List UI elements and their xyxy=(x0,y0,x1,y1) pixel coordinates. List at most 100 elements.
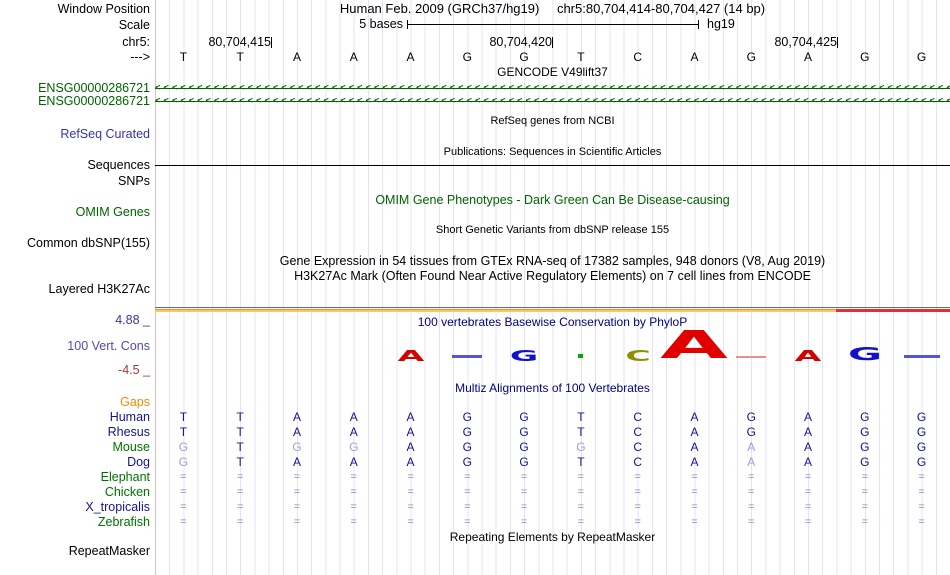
alignment-row: = = = = = = = = = = = = = = xyxy=(155,500,950,515)
coordinate-tick xyxy=(552,37,553,48)
alignment-base: C xyxy=(633,455,642,469)
coordinate-420: 80,704,420 xyxy=(489,35,552,49)
alignment-base: T xyxy=(577,425,585,439)
species-label-rhesus[interactable]: Rhesus xyxy=(107,425,150,439)
alignment-base: = xyxy=(407,516,414,528)
coordinate-tick xyxy=(271,37,272,48)
alignment-base: = xyxy=(520,486,528,498)
conservation-min-value: -4.5 _ xyxy=(118,363,150,377)
alignment-base: A xyxy=(747,455,756,469)
omim-genes-label[interactable]: OMIM Genes xyxy=(75,205,150,219)
alignment-base: = xyxy=(634,516,641,528)
alignment-base: G xyxy=(462,455,472,469)
alignment-base: A xyxy=(406,440,415,454)
omim-track-title: OMIM Gene Phenotypes - Dark Green Can Be… xyxy=(375,193,730,207)
alignment-base: T xyxy=(236,410,244,424)
alignment-base: C xyxy=(633,440,642,454)
alignment-base: A xyxy=(292,425,301,439)
transcript-label-2[interactable]: ENSG00000286721 xyxy=(38,94,150,108)
alignment-base: = xyxy=(350,471,357,483)
alignment-base: A xyxy=(406,455,415,469)
alignment-base: G xyxy=(860,455,870,469)
repeatmasker-label[interactable]: RepeatMasker xyxy=(68,544,150,558)
alignment-base: A xyxy=(747,440,756,454)
species-label-chicken[interactable]: Chicken xyxy=(104,485,150,499)
h3k27ac-signal-orange xyxy=(155,309,950,312)
base-letter: G xyxy=(746,50,756,64)
species-label-mouse[interactable]: Mouse xyxy=(112,440,150,454)
alignment-base: A xyxy=(690,440,699,454)
base-letter: A xyxy=(406,50,415,64)
alignment-base: = xyxy=(180,471,187,483)
alignment-base: = xyxy=(861,486,869,498)
species-label-zebrafish[interactable]: Zebrafish xyxy=(97,515,150,529)
alignment-base: = xyxy=(918,501,925,513)
alignment-base: = xyxy=(634,486,641,498)
logo-G: G xyxy=(847,344,882,365)
alignment-base: G xyxy=(292,440,302,454)
position-title: chr5:80,704,414-80,704,427 (14 bp) xyxy=(556,1,766,16)
logo-dash xyxy=(736,356,767,358)
species-label-dog[interactable]: Dog xyxy=(127,455,150,469)
alignment-base: = xyxy=(293,501,301,513)
vert-cons-label[interactable]: 100 Vert. Cons xyxy=(67,339,150,353)
alignment-base: T xyxy=(577,455,585,469)
alignment-base: G xyxy=(178,440,189,454)
alignment-base: G xyxy=(519,455,529,469)
base-letter: T xyxy=(236,50,244,64)
species-label-x_tropicalis[interactable]: X_tropicalis xyxy=(85,500,150,514)
alignment-base: G xyxy=(860,440,870,454)
alignment-base: = xyxy=(520,471,528,483)
alignment-base: G xyxy=(916,440,927,454)
layered-h3k27ac-label[interactable]: Layered H3K27Ac xyxy=(48,282,150,296)
coordinate-425: 80,704,425 xyxy=(774,35,837,49)
sequences-label[interactable]: Sequences xyxy=(87,158,150,172)
alignment-base: = xyxy=(691,516,698,528)
scale-ruler xyxy=(407,20,699,29)
base-letter: A xyxy=(690,50,699,64)
gaps-label[interactable]: Gaps xyxy=(120,395,150,409)
alignment-base: = xyxy=(293,471,301,483)
alignment-base: = xyxy=(804,471,812,483)
alignment-base: G xyxy=(178,455,189,469)
alignment-base: = xyxy=(180,516,187,528)
species-label-elephant[interactable]: Elephant xyxy=(100,470,150,484)
alignment-base: = xyxy=(804,486,812,498)
alignment-base: = xyxy=(236,486,244,498)
alignment-base: = xyxy=(407,471,414,483)
alignment-base: = xyxy=(520,516,528,528)
alignment-base: G xyxy=(916,410,927,424)
alignment-base: = xyxy=(691,471,698,483)
alignment-base: = xyxy=(350,501,357,513)
common-dbsnp-label[interactable]: Common dbSNP(155) xyxy=(27,236,150,250)
base-letter: G xyxy=(519,50,529,64)
transcript-label-1[interactable]: ENSG00000286721 xyxy=(38,81,150,95)
coordinate-tick xyxy=(837,37,838,48)
alignment-base: A xyxy=(349,410,358,424)
scale-value: 5 bases xyxy=(359,17,403,31)
base-letter: G xyxy=(860,50,870,64)
repeatmasker-track-title: Repeating Elements by RepeatMasker xyxy=(449,530,656,544)
snps-label[interactable]: SNPs xyxy=(118,174,150,188)
alignment-base: T xyxy=(179,410,188,424)
species-label-human[interactable]: Human xyxy=(109,410,150,424)
alignment-base: G xyxy=(860,410,870,424)
h3k27ac-baseline xyxy=(155,307,950,308)
alignment-row: = = = = = = = = = = = = = = xyxy=(155,485,950,500)
alignment-base: T xyxy=(236,425,244,439)
alignment-base: A xyxy=(349,455,358,469)
alignment-base: A xyxy=(349,425,358,439)
alignment-base: = xyxy=(861,516,869,528)
alignment-base: T xyxy=(577,410,585,424)
transcript-row[interactable]: <<<<<<<<<<<<<<<<<<<<<<<<<<<<<<<<<<<<<<<<… xyxy=(155,97,950,106)
transcript-row[interactable]: <<<<<<<<<<<<<<<<<<<<<<<<<<<<<<<<<<<<<<<<… xyxy=(155,84,950,93)
alignment-base: = xyxy=(180,501,187,513)
gencode-track-title[interactable]: GENCODE V49lift37 xyxy=(497,65,608,79)
refseq-curated-label[interactable]: RefSeq Curated xyxy=(60,127,150,141)
refseq-track-title: RefSeq genes from NCBI xyxy=(490,115,615,127)
species-labels: Human Rhesus Mouse Dog Elephant Chicken X_trop… xyxy=(85,410,150,530)
alignment-base: = xyxy=(748,501,755,513)
